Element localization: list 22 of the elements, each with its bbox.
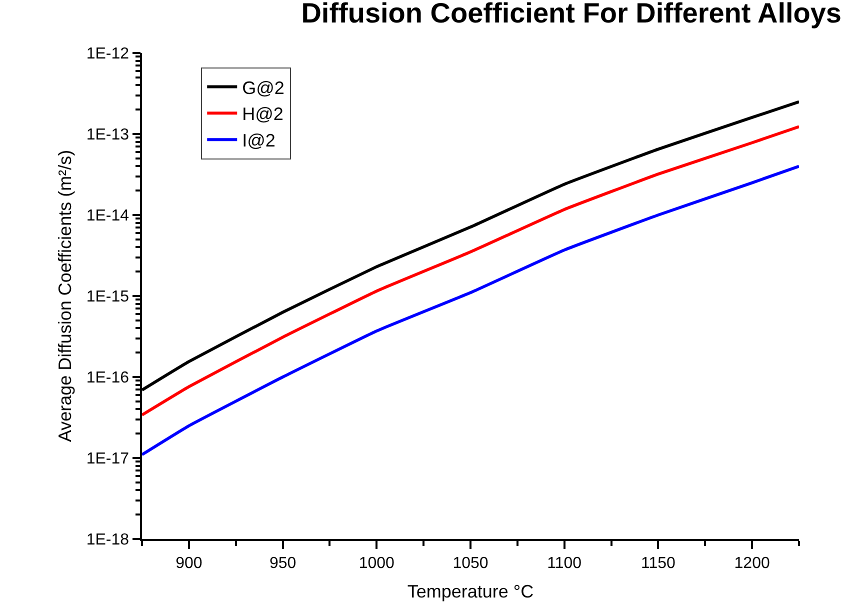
chart-title: Diffusion Coefficient For Different Alloys <box>301 0 842 29</box>
x-tick-label: 1150 <box>641 554 676 572</box>
x-axis-title: Temperature °C <box>407 582 534 602</box>
y-tick-label: 1E-17 <box>86 450 130 468</box>
line-series <box>142 125 799 416</box>
line-series <box>142 164 799 456</box>
y-axis-title: Average Diffusion Coefficients (m²/s) <box>55 150 76 442</box>
y-tick-label: 1E-18 <box>86 532 130 549</box>
x-tick-label: 1000 <box>358 554 395 572</box>
legend-label: H@2 <box>242 104 284 124</box>
legend-label: I@2 <box>242 130 276 151</box>
x-tick-label: 950 <box>269 554 296 572</box>
y-tick-label: 1E-15 <box>86 288 130 306</box>
y-tick-label: 1E-12 <box>86 46 130 63</box>
x-tick-label: 900 <box>176 554 202 572</box>
y-tick-label: 1E-14 <box>86 208 130 225</box>
x-tick-label: 1200 <box>734 554 770 572</box>
y-tick-label: 1E-16 <box>86 370 130 387</box>
x-tick-label: 1100 <box>547 554 582 572</box>
legend-label: G@2 <box>242 78 284 98</box>
x-tick-label: 1050 <box>452 554 488 572</box>
y-tick-label: 1E-13 <box>86 126 130 144</box>
